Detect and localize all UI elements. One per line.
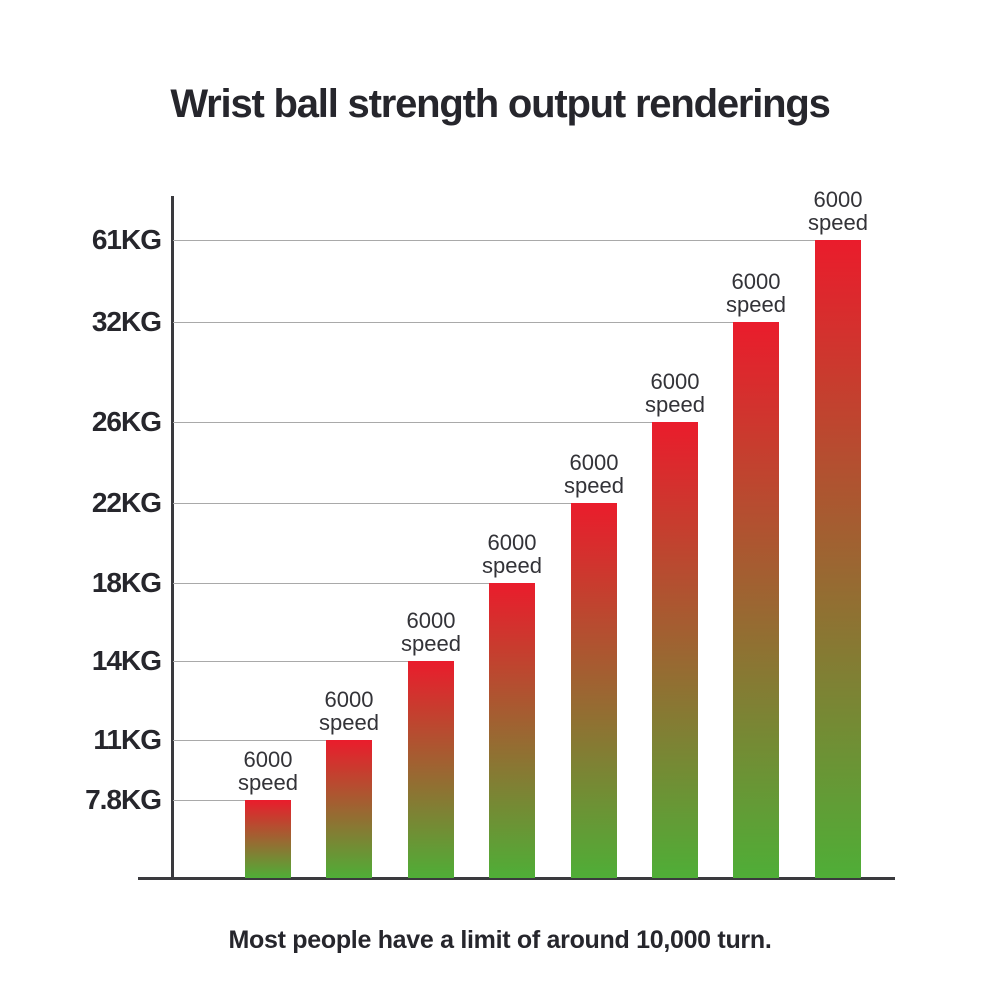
bar	[245, 800, 291, 878]
bar-value-label: 6000 speed	[726, 269, 786, 317]
gridline	[173, 583, 535, 584]
gridline	[173, 422, 698, 423]
y-tick-label: 14KG	[91, 645, 162, 676]
bar-value-label: 6000 speed	[319, 687, 379, 735]
gridline	[173, 800, 291, 801]
y-axis-line	[171, 196, 174, 878]
bar	[408, 661, 454, 878]
y-tick-label: 26KG	[91, 406, 162, 437]
bar	[571, 503, 617, 878]
bar	[489, 583, 535, 878]
y-tick-label: 18KG	[91, 567, 162, 598]
chart-title: Wrist ball strength output renderings	[170, 82, 831, 126]
gridline	[173, 240, 861, 241]
gridline	[173, 740, 372, 741]
y-tick-label: 7.8KG	[85, 784, 162, 815]
chart-caption: Most people have a limit of around 10,00…	[228, 926, 772, 954]
x-axis-line	[138, 877, 895, 880]
bar-value-label: 6000 speed	[564, 450, 624, 498]
bar-value-label: 6000 speed	[482, 530, 542, 578]
gridline	[173, 322, 779, 323]
y-tick-label: 22KG	[91, 487, 162, 518]
bar	[652, 422, 698, 878]
y-tick-label: 32KG	[91, 306, 162, 337]
bar	[733, 322, 779, 878]
y-tick-label: 11KG	[93, 724, 162, 755]
y-tick-label: 61KG	[91, 224, 162, 255]
bar	[326, 740, 372, 878]
gridline	[173, 661, 454, 662]
bar-value-label: 6000 speed	[645, 369, 705, 417]
bar-value-label: 6000 speed	[808, 187, 868, 235]
gridline	[173, 503, 617, 504]
bar	[815, 240, 861, 878]
bar-value-label: 6000 speed	[238, 747, 298, 795]
bar-value-label: 6000 speed	[401, 608, 461, 656]
